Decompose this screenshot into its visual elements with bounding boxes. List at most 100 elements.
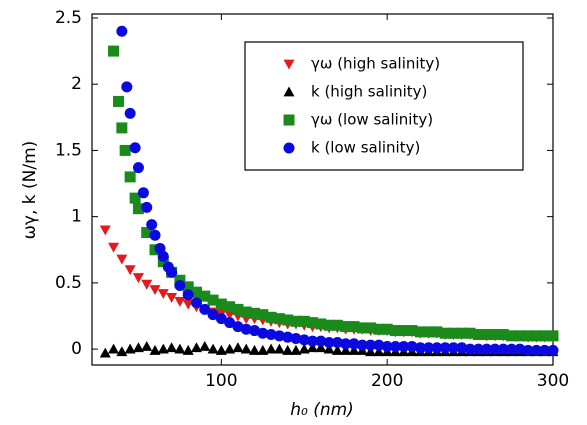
point bbox=[298, 343, 310, 354]
point bbox=[464, 327, 476, 339]
point bbox=[481, 329, 493, 341]
point bbox=[530, 344, 542, 356]
legend-label: k (high salinity) bbox=[311, 83, 427, 101]
point bbox=[448, 342, 460, 354]
point bbox=[282, 331, 294, 343]
point bbox=[506, 343, 518, 355]
point bbox=[497, 329, 509, 341]
point bbox=[547, 344, 559, 356]
point bbox=[315, 335, 327, 347]
point bbox=[182, 289, 194, 301]
x-axis-label: h₀ (nm) bbox=[290, 400, 354, 420]
point bbox=[348, 321, 360, 333]
legend-marker bbox=[283, 59, 295, 70]
point bbox=[506, 330, 518, 342]
point bbox=[539, 330, 551, 342]
point bbox=[224, 343, 236, 354]
point bbox=[116, 25, 128, 37]
point bbox=[249, 344, 261, 355]
point bbox=[423, 326, 435, 338]
point bbox=[290, 315, 302, 327]
point bbox=[141, 340, 153, 351]
point bbox=[174, 343, 186, 354]
point bbox=[323, 343, 335, 354]
y-tick-label: 0 bbox=[71, 339, 82, 359]
point bbox=[146, 219, 158, 231]
point bbox=[373, 346, 385, 357]
point bbox=[448, 327, 460, 339]
point bbox=[137, 187, 149, 199]
point bbox=[365, 322, 377, 334]
point bbox=[182, 344, 194, 355]
point bbox=[414, 326, 426, 338]
point bbox=[257, 344, 269, 355]
point bbox=[190, 342, 202, 353]
point bbox=[199, 303, 211, 315]
point bbox=[116, 346, 128, 357]
point bbox=[398, 340, 410, 352]
point bbox=[257, 327, 269, 339]
point bbox=[431, 342, 443, 354]
point bbox=[340, 338, 352, 350]
point bbox=[207, 294, 219, 306]
point bbox=[157, 289, 169, 299]
point bbox=[132, 203, 144, 215]
point bbox=[348, 338, 360, 350]
point bbox=[132, 273, 144, 284]
point bbox=[514, 343, 526, 355]
y-tick-label: 1.5 bbox=[55, 140, 82, 160]
point bbox=[481, 343, 493, 355]
point bbox=[331, 336, 343, 348]
point bbox=[108, 343, 120, 354]
point bbox=[273, 343, 285, 354]
point bbox=[141, 201, 153, 213]
point bbox=[265, 311, 277, 323]
legend-marker bbox=[283, 86, 295, 97]
point bbox=[116, 254, 128, 265]
point bbox=[273, 330, 285, 342]
point bbox=[149, 285, 161, 296]
point bbox=[307, 335, 319, 347]
point bbox=[129, 142, 141, 154]
point bbox=[331, 344, 343, 355]
plot-frame bbox=[91, 13, 554, 366]
point bbox=[489, 343, 501, 355]
point bbox=[199, 340, 211, 351]
point bbox=[472, 343, 484, 355]
point bbox=[356, 322, 368, 334]
point bbox=[282, 344, 294, 355]
legend-label: k (low salinity) bbox=[311, 139, 420, 157]
point bbox=[323, 319, 335, 331]
point bbox=[439, 327, 451, 339]
point bbox=[539, 344, 551, 356]
point bbox=[389, 340, 401, 352]
point bbox=[124, 107, 136, 119]
point bbox=[190, 286, 202, 298]
point bbox=[331, 319, 343, 331]
point bbox=[323, 336, 335, 348]
point bbox=[257, 309, 269, 321]
point bbox=[530, 330, 542, 342]
point bbox=[365, 339, 377, 351]
point bbox=[199, 290, 211, 302]
point bbox=[182, 299, 194, 310]
point bbox=[307, 317, 319, 329]
point bbox=[215, 344, 227, 355]
point bbox=[166, 293, 178, 303]
x-tick-label: 200 bbox=[371, 371, 403, 391]
point bbox=[464, 343, 476, 355]
point bbox=[157, 250, 169, 262]
point bbox=[232, 321, 244, 333]
point bbox=[113, 95, 125, 107]
point bbox=[348, 344, 360, 355]
point bbox=[340, 321, 352, 333]
y-tick-label: 2.5 bbox=[55, 8, 82, 28]
point bbox=[207, 343, 219, 354]
point bbox=[365, 346, 377, 357]
point bbox=[439, 342, 451, 354]
point bbox=[121, 81, 133, 93]
point bbox=[119, 144, 131, 156]
point bbox=[522, 330, 534, 342]
point bbox=[190, 297, 202, 309]
point bbox=[290, 344, 302, 355]
